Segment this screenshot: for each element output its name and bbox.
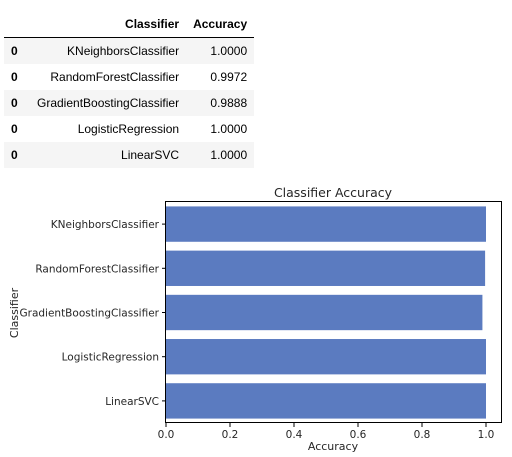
x-tick-label: 0.4 [286,429,303,441]
bar-GradientBoostingClassifier [166,294,483,331]
x-tick-label: 0.2 [222,429,239,441]
classifier-header: Classifier [30,10,187,38]
y-axis-label: Classifier [8,287,21,338]
chart-title: Classifier Accuracy [274,185,393,200]
row-index: 0 [11,70,18,84]
row-accuracy: 0.9972 [210,70,248,84]
table-row: 0 LinearSVC 1.0000 [4,142,255,168]
x-tick-label: 0.6 [350,429,367,441]
bar-LinearSVC [166,383,486,419]
table-header-row: Classifier Accuracy [4,10,255,38]
y-tick-label: KNeighborsClassifier [51,219,160,231]
table-row: 0 KNeighborsClassifier 1.0000 [4,37,255,64]
row-accuracy: 1.0000 [210,122,248,136]
row-index: 0 [11,122,18,136]
bar-KNeighborsClassifier [166,206,486,242]
bar-RandomForestClassifier [166,250,486,286]
x-axis-label: Accuracy [308,440,359,453]
row-accuracy: 0.9888 [210,96,248,110]
row-classifier: RandomForestClassifier [50,70,180,84]
accuracy-header: Accuracy [186,10,255,38]
row-accuracy: 1.0000 [210,44,248,58]
row-classifier: LogisticRegression [77,122,180,136]
x-tick-label: 0.0 [158,429,175,441]
row-accuracy: 1.0000 [210,148,248,162]
table-row: 0 LogisticRegression 1.0000 [4,116,254,142]
row-classifier: KNeighborsClassifier [67,44,180,58]
y-tick-label: LogisticRegression [62,352,159,364]
row-index: 0 [11,148,18,162]
bar-LogisticRegression [166,339,486,375]
table-row: 0 RandomForestClassifier 0.9972 [4,64,254,90]
row-classifier: LinearSVC [121,148,180,162]
index-header [4,10,30,38]
results-table: Classifier Accuracy 0 KNeighborsClassifi… [4,10,255,168]
y-tick-label: LinearSVC [105,396,159,408]
y-tick-label: GradientBoostingClassifier [19,308,159,320]
row-classifier: GradientBoostingClassifier [37,96,180,110]
plot-frame [165,201,502,423]
row-index: 0 [11,44,18,58]
table-row: 0 GradientBoostingClassifier 0.9888 [4,90,255,116]
x-tick-label: 1.0 [478,429,495,441]
y-tick-label: RandomForestClassifier [35,263,159,275]
x-tick-label: 0.8 [414,429,431,441]
row-index: 0 [11,96,18,110]
